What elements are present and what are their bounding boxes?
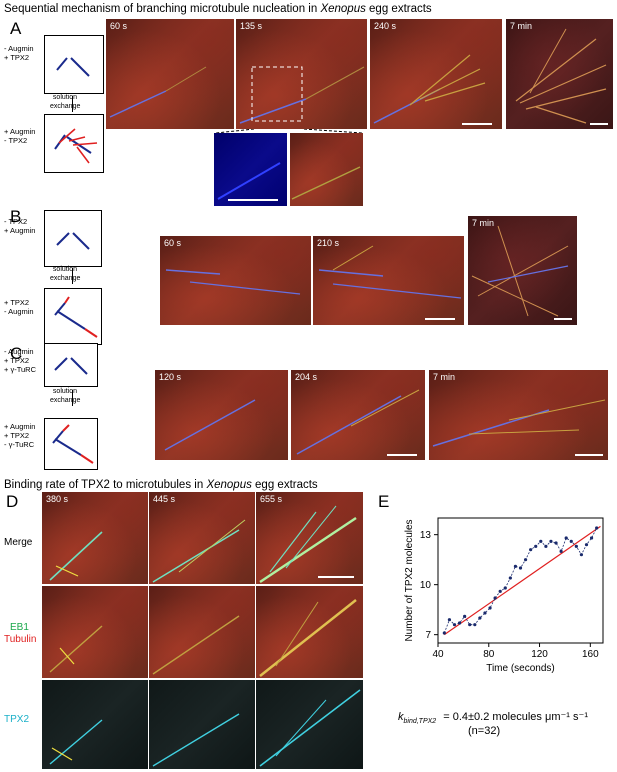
data-point xyxy=(564,536,568,540)
y-tick-label: 7 xyxy=(425,630,431,641)
data-point xyxy=(554,541,558,545)
panel-d-tpx2-1 xyxy=(42,680,148,769)
x-tick-label: 80 xyxy=(483,649,495,660)
data-point xyxy=(513,564,518,568)
data-point xyxy=(483,611,487,615)
data-point xyxy=(595,526,599,530)
binding-rate-chart: 40 80 120 160 7 10 13 Time (seconds) Number of… xyxy=(404,517,604,674)
panel-label-d: D xyxy=(6,492,19,511)
panel-a-diagram-after xyxy=(44,114,104,173)
linear-fit-line xyxy=(444,525,601,636)
panel-d-grid: 380 s 445 s 655 s xyxy=(42,492,363,769)
panel-a-image-4: 7 min xyxy=(506,19,613,129)
data-point xyxy=(493,596,497,600)
panel-c-after-text: + Augmin + TPX2- γ-TuRC xyxy=(4,422,36,449)
data-point xyxy=(523,558,528,562)
y-axis-label: Number of TPX2 molecules xyxy=(404,519,415,641)
x-axis-label: Time (seconds) xyxy=(486,663,555,674)
panel-a-image-1: 60 s xyxy=(106,19,234,129)
figure-title-top: Sequential mechanism of branching microt… xyxy=(4,3,432,15)
panel-a-diagram-before xyxy=(44,35,104,94)
panel-a-arrow xyxy=(72,96,73,112)
x-tick-label: 160 xyxy=(582,649,599,660)
panel-b-exchange-text: solution exchange xyxy=(50,266,81,282)
plot-area xyxy=(437,517,604,644)
panel-b-arrow xyxy=(72,268,73,284)
panel-d-merge-1: 380 s xyxy=(42,492,148,584)
data-point xyxy=(529,548,533,552)
panel-label-b: B xyxy=(10,207,22,226)
data-point xyxy=(452,623,457,627)
panel-label-c: C xyxy=(10,344,23,363)
data-point xyxy=(473,623,477,627)
data-point xyxy=(534,544,538,548)
panel-c-image-3: 7 min xyxy=(429,370,608,460)
data-point xyxy=(498,589,502,593)
x-tick-label: 120 xyxy=(531,649,548,660)
panel-b-before-text: - TPX2 + Augmin xyxy=(4,217,36,235)
panel-d-tpx2-3 xyxy=(256,680,363,769)
panel-b-diagram-before xyxy=(44,210,102,267)
panel-a-zoom-guides xyxy=(214,129,364,133)
data-point xyxy=(508,576,512,580)
data-point xyxy=(442,631,446,635)
panel-a-image-2: 135 s xyxy=(236,19,367,129)
panel-d-eb1-1 xyxy=(42,586,148,678)
data-point xyxy=(584,543,589,547)
panel-b-image-2: 210 s xyxy=(313,236,464,325)
data-point xyxy=(539,539,543,543)
data-point xyxy=(589,536,594,540)
panel-a-after-text: + Augmin - TPX2 xyxy=(4,127,36,145)
panel-b-image-3: 7 min xyxy=(468,216,577,325)
panel-label-a: A xyxy=(10,19,22,38)
binding-rate-formula: kbind,TPX2 = 0.4±0.2 molecules μm⁻¹ s⁻¹ xyxy=(398,711,588,726)
data-point xyxy=(468,623,472,627)
panel-c-image-2: 204 s xyxy=(291,370,425,460)
data-point xyxy=(574,544,578,548)
data-point xyxy=(579,553,584,557)
data-point xyxy=(503,586,507,590)
row-label-merge: Merge xyxy=(4,537,33,548)
row-label-tpx2: TPX2 xyxy=(4,714,30,725)
row-label-tubulin: Tubulin xyxy=(4,634,37,645)
y-tick-label: 10 xyxy=(420,580,432,591)
panel-c-diagram-before xyxy=(44,343,98,387)
panel-a-before-text: - Augmin + TPX2 xyxy=(4,44,34,62)
series-line xyxy=(443,527,598,634)
panel-a-image-3: 240 s xyxy=(370,19,502,129)
x-tick-label: 40 xyxy=(432,649,444,660)
data-point xyxy=(463,614,467,618)
data-point xyxy=(447,618,452,622)
sample-size: (n=32) xyxy=(468,725,501,737)
panel-b-diagram-after xyxy=(44,288,102,345)
panel-c-before-text: - Augmin + TPX2 + γ-TuRC xyxy=(4,347,37,374)
panel-c-exchange-text: solution exchange xyxy=(50,388,81,404)
data-point xyxy=(457,621,462,625)
panel-d-eb1-3 xyxy=(256,586,363,678)
data-point xyxy=(549,539,553,543)
data-point xyxy=(544,544,548,548)
panel-label-e: E xyxy=(378,492,390,511)
data-point xyxy=(559,549,563,553)
panel-d-tpx2-2 xyxy=(149,680,255,769)
data-point xyxy=(488,606,492,610)
panel-c-arrow xyxy=(72,390,73,406)
row-label-eb1: EB1 xyxy=(10,622,29,633)
data-point xyxy=(569,539,573,543)
panel-b-after-text: + TPX2- Augmin xyxy=(4,298,34,316)
data-point xyxy=(518,566,523,570)
figure-title-mid: Binding rate of TPX2 to microtubules in … xyxy=(4,479,318,491)
panel-c-image-1: 120 s xyxy=(155,370,288,460)
panel-d-merge-3: 655 s xyxy=(256,492,363,584)
panel-c-diagram-after xyxy=(44,418,98,470)
y-tick-label: 13 xyxy=(420,530,432,541)
panel-a-exchange-text: solution exchange xyxy=(50,94,81,110)
panel-b-image-1: 60 s xyxy=(160,236,311,325)
panel-a-inset-merge xyxy=(290,133,363,206)
panel-d-merge-2: 445 s xyxy=(149,492,255,584)
panel-a-inset-blue xyxy=(214,133,287,206)
panel-d-eb1-2 xyxy=(149,586,255,678)
data-point xyxy=(478,616,482,620)
